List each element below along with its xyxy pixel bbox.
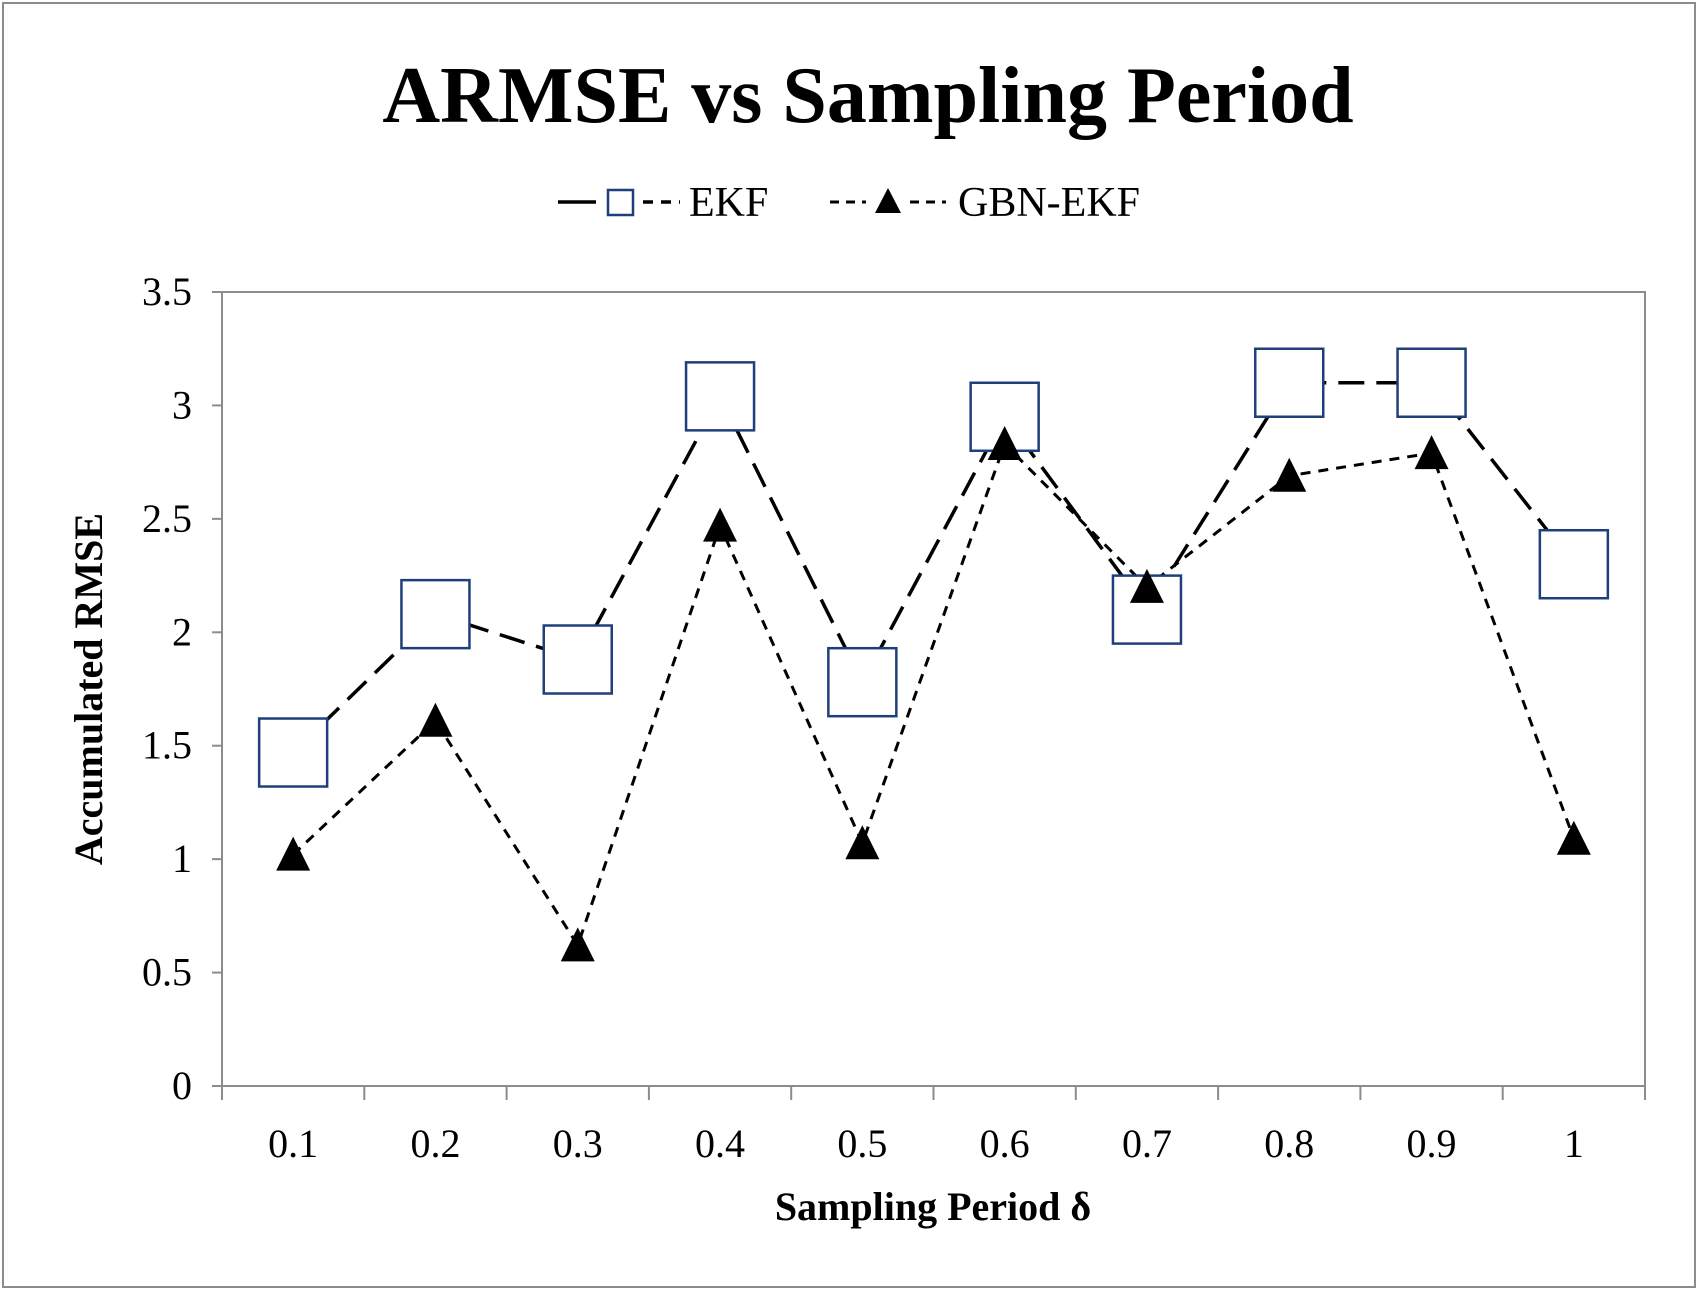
series-layer: [257, 347, 1610, 962]
ekf-point: [542, 624, 613, 695]
y-tick-label: 1.5: [142, 723, 192, 768]
ekf-point: [827, 646, 898, 718]
legend-gbn-ekf-label: GBN-EKF: [958, 180, 1140, 226]
ekf-point: [1396, 347, 1467, 418]
gbn-ekf-point: [1129, 568, 1164, 603]
ekf-point: [1538, 528, 1610, 600]
y-tick-label: 0.5: [142, 950, 192, 995]
x-tick-label: 0.9: [1407, 1121, 1457, 1166]
legend-item-gbn-ekf: GBN-EKF: [830, 180, 1140, 226]
x-tick-label: 0.2: [410, 1121, 460, 1166]
legend-ekf-marker: [606, 188, 635, 217]
ekf-point: [684, 361, 756, 432]
gbn-ekf-point: [560, 927, 595, 962]
y-axis-title: Accumulated RMSE: [66, 513, 111, 865]
chart-title: ARMSE vs Sampling Period: [382, 52, 1353, 140]
legend-gbn-ekf-marker: [875, 188, 901, 213]
x-tick-label: 1: [1564, 1121, 1584, 1166]
x-tick-label: 0.1: [268, 1121, 318, 1166]
ekf-point: [400, 578, 471, 650]
x-tick-label: 0.8: [1264, 1121, 1314, 1166]
gbn-ekf-point: [987, 425, 1022, 460]
x-tick-label: 0.7: [1122, 1121, 1172, 1166]
y-tick-label: 2.5: [142, 496, 192, 541]
gbn-ekf-point: [1272, 457, 1307, 492]
x-tick-label: 0.4: [695, 1121, 745, 1166]
x-tick-label: 0.5: [837, 1121, 887, 1166]
x-tick-label: 0.6: [980, 1121, 1030, 1166]
gbn-ekf-point: [703, 507, 738, 542]
y-tick-label: 3.5: [142, 269, 192, 314]
gbn-ekf-point: [418, 702, 453, 737]
y-tick-label: 2: [172, 609, 192, 654]
y-tick-label: 1: [172, 836, 192, 881]
gbn-ekf-point: [1556, 820, 1591, 855]
legend: EKF GBN-EKF: [558, 180, 1140, 226]
y-tick-label: 0: [172, 1063, 192, 1108]
gbn-ekf-point: [276, 836, 311, 871]
ekf-point: [1254, 347, 1325, 418]
x-tick-label: 0.3: [553, 1121, 603, 1166]
x-axis-ticks: 0.1 0.2 0.3 0.4 0.5 0.6 0.7 0.8 0.9 1: [221, 1086, 1646, 1166]
legend-item-ekf: EKF: [558, 180, 768, 226]
series-line-ekf: [291, 380, 1576, 754]
y-axis-ticks: 0 0.5 1 1.5 2 2.5 3 3.5: [142, 269, 222, 1108]
series-line-gbn-ekf: [292, 441, 1576, 949]
ekf-point: [257, 717, 329, 788]
legend-ekf-label: EKF: [689, 180, 768, 226]
y-tick-label: 3: [172, 382, 192, 427]
x-axis-title: Sampling Period δ: [775, 1184, 1091, 1229]
gbn-ekf-point: [845, 825, 880, 860]
gbn-ekf-point: [1414, 435, 1449, 470]
